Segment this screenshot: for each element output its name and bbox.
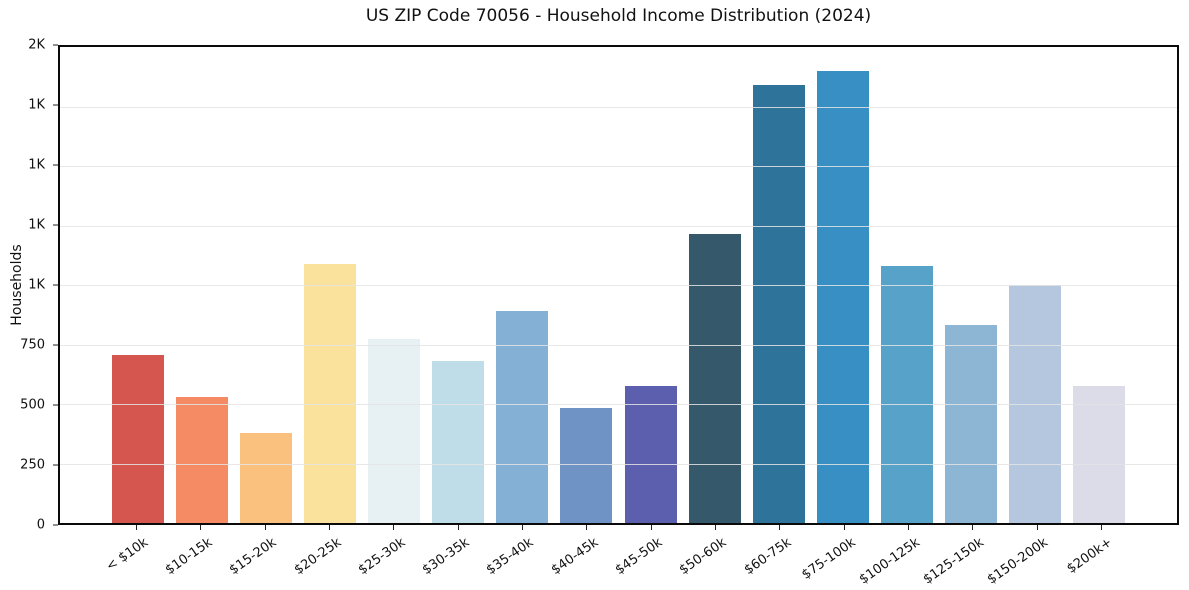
x-tick-slot-15: $200k+ xyxy=(1065,525,1133,587)
y-tick-mark-250 xyxy=(53,464,58,466)
bar-$20-25k xyxy=(304,263,357,523)
bar-slot-9 xyxy=(683,47,747,523)
x-tick-label-$10-15k: $10-15k xyxy=(162,535,216,579)
x-tick-mark-15 xyxy=(1100,525,1102,530)
x-tick-slot-0: < $10k xyxy=(103,525,168,587)
x-tick-slot-6: $35-40k xyxy=(484,525,554,587)
x-tick-slot-12: $100-125k xyxy=(856,525,940,588)
x-tick-mark-9 xyxy=(714,525,716,530)
bar-slot-2 xyxy=(234,47,298,523)
x-tick-slot-11: $75-100k xyxy=(799,525,875,587)
x-tick-mark-8 xyxy=(650,525,652,530)
x-tick-mark-1 xyxy=(200,525,202,530)
x-tick-slot-9: $50-60k xyxy=(677,525,747,587)
chart-title: US ZIP Code 70056 - Household Income Dis… xyxy=(365,6,872,26)
bar-$35-40k xyxy=(496,311,549,523)
x-tick-slot-4: $25-30k xyxy=(356,525,425,587)
bar-$25-30k xyxy=(368,338,421,523)
x-tick-slot-7: $40-45k xyxy=(548,525,618,587)
y-tick-label-1000: 1K xyxy=(28,277,45,293)
bar-$40-45k xyxy=(560,407,613,523)
bar-$200k+ xyxy=(1072,386,1125,523)
y-tick-label-250: 250 xyxy=(20,457,45,473)
x-tick-mark-5 xyxy=(457,525,459,530)
bar-$75-100k xyxy=(816,70,869,523)
x-tick-mark-10 xyxy=(779,525,781,530)
bar-slot-4 xyxy=(362,47,426,523)
x-tick-slot-3: $20-25k xyxy=(291,525,361,587)
y-tick-label-750: 750 xyxy=(20,337,45,353)
x-tick-mark-4 xyxy=(393,525,395,530)
x-tick-label-$45-50k: $45-50k xyxy=(612,535,666,579)
x-tick-mark-7 xyxy=(586,525,588,530)
y-tick-mark-750 xyxy=(53,344,58,346)
bar-$15-20k xyxy=(240,432,293,523)
x-tick-mark-3 xyxy=(329,525,331,530)
y-tick-label-1750: 1K xyxy=(28,97,45,113)
x-tick-mark-12 xyxy=(907,525,909,530)
y-tick-label-1500: 1K xyxy=(28,157,45,173)
x-tick-slot-5: $30-35k xyxy=(420,525,490,587)
x-tick-slot-2: $15-20k xyxy=(227,525,297,587)
x-tick-slot-8: $45-50k xyxy=(613,525,683,587)
bars-container xyxy=(60,47,1177,523)
bar-slot-5 xyxy=(426,47,490,523)
y-tick-mark-1000 xyxy=(53,284,58,286)
y-tick-label-2000: 2K xyxy=(28,37,45,53)
bar-$10-15k xyxy=(176,396,229,523)
bar-slot-1 xyxy=(170,47,234,523)
x-tick-label-$20-25k: $20-25k xyxy=(291,535,344,579)
y-tick-mark-1250 xyxy=(53,224,58,226)
x-tick-label-$40-45k: $40-45k xyxy=(548,535,601,579)
y-tick-mark-1750 xyxy=(53,104,58,106)
bar-slot-12 xyxy=(875,47,939,523)
x-tick-mark-6 xyxy=(522,525,524,530)
y-tick-label-500: 500 xyxy=(20,397,45,413)
y-tick-mark-2000 xyxy=(53,44,58,46)
x-tick-mark-14 xyxy=(1036,525,1038,530)
x-tick-label-$15-20k: $15-20k xyxy=(226,535,280,579)
x-tick-label-$25-30k: $25-30k xyxy=(355,535,409,579)
bar-slot-14 xyxy=(1003,47,1067,523)
bar-slot-11 xyxy=(811,47,875,523)
bar-slot-13 xyxy=(939,47,1003,523)
x-tick-slot-1: $10-15k xyxy=(163,525,232,587)
bar-slot-6 xyxy=(490,47,554,523)
bar-$50-60k xyxy=(688,233,741,523)
plot-area xyxy=(58,45,1179,525)
bar-< $10k xyxy=(112,355,165,523)
y-tick-label-0: 0 xyxy=(36,517,45,533)
y-axis: 0 250 500 750 1K 1K 1K 1K 2K xyxy=(0,38,58,533)
bar-$150-200k xyxy=(1008,285,1061,523)
bar-$100-125k xyxy=(880,265,933,523)
y-tick-mark-500 xyxy=(53,404,58,406)
x-tick-label-< $10k: < $10k xyxy=(103,535,151,575)
y-tick-label-1250: 1K xyxy=(28,217,45,233)
x-tick-slot-13: $125-150k xyxy=(921,525,1004,588)
y-tick-mark-1500 xyxy=(53,164,58,166)
bar-$30-35k xyxy=(432,361,485,523)
bar-slot-8 xyxy=(619,47,683,523)
bar-$125-150k xyxy=(944,325,997,523)
x-tick-slot-14: $150-200k xyxy=(985,525,1068,588)
x-tick-slot-10: $60-75k xyxy=(741,525,811,587)
x-tick-label-$35-40k: $35-40k xyxy=(484,535,537,579)
x-tick-label-$30-35k: $30-35k xyxy=(419,535,473,579)
bar-slot-3 xyxy=(298,47,362,523)
x-tick-mark-2 xyxy=(264,525,266,530)
bar-slot-15 xyxy=(1067,47,1131,523)
bar-$60-75k xyxy=(752,85,805,523)
bar-slot-10 xyxy=(747,47,811,523)
x-axis: < $10k $10-15k $15-20k $20-25k $25-30k $30-35… xyxy=(58,525,1179,588)
x-tick-mark-13 xyxy=(972,525,974,530)
x-tick-label-$60-75k: $60-75k xyxy=(741,535,794,579)
y-tick-mark-0 xyxy=(53,524,58,526)
x-tick-label-$50-60k: $50-60k xyxy=(677,535,730,579)
x-tick-mark-11 xyxy=(843,525,845,530)
x-tick-label-$200k+: $200k+ xyxy=(1064,535,1116,577)
bar-$45-50k xyxy=(624,386,677,523)
bar-slot-7 xyxy=(554,47,618,523)
bar-slot-0 xyxy=(106,47,170,523)
x-tick-mark-0 xyxy=(136,525,138,530)
